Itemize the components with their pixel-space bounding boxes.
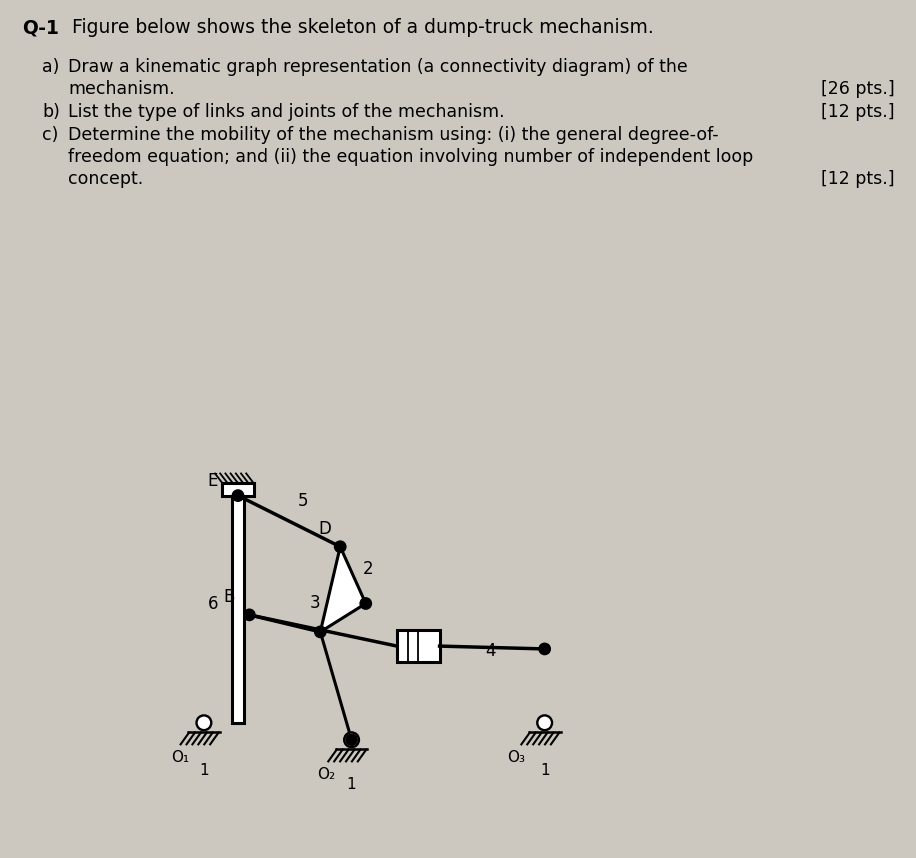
Text: O₃: O₃ [507,750,525,765]
Text: b): b) [42,103,60,121]
Text: Q-1: Q-1 [22,18,59,37]
Text: Draw a kinematic graph representation (a connectivity diagram) of the: Draw a kinematic graph representation (a… [68,58,688,76]
Text: O₂: O₂ [318,767,335,782]
Text: Determine the mobility of the mechanism using: (i) the general degree-of-: Determine the mobility of the mechanism … [68,126,719,144]
Circle shape [344,733,359,747]
Bar [397,631,440,662]
Text: freedom equation; and (ii) the equation involving number of independent loop: freedom equation; and (ii) the equation … [68,148,753,166]
Bar [223,483,254,496]
Text: 3: 3 [310,594,321,612]
Text: 1: 1 [347,776,356,792]
Text: [12 pts.]: [12 pts.] [822,170,895,188]
Text: 1: 1 [540,763,550,777]
Circle shape [346,734,357,746]
Text: D: D [319,520,332,538]
Text: O₁: O₁ [171,750,190,765]
Circle shape [233,490,244,501]
Circle shape [539,644,551,655]
Text: Figure below shows the skeleton of a dump-truck mechanism.: Figure below shows the skeleton of a dum… [72,18,654,37]
Text: c): c) [42,126,59,144]
Text: B: B [224,589,235,607]
Text: 5: 5 [298,492,308,510]
Text: a): a) [42,58,60,76]
Text: 6: 6 [208,595,218,613]
Circle shape [360,598,372,609]
Polygon shape [321,547,365,631]
Circle shape [244,609,255,620]
Text: [12 pts.]: [12 pts.] [822,103,895,121]
Bar [233,496,244,722]
Circle shape [334,541,346,553]
Text: E: E [208,472,218,490]
Circle shape [314,626,326,637]
Text: 2: 2 [363,560,374,578]
Circle shape [538,716,552,730]
Circle shape [197,716,212,730]
Text: concept.: concept. [68,170,143,188]
Text: [26 pts.]: [26 pts.] [822,80,895,98]
Text: 4: 4 [485,643,496,661]
Text: 1: 1 [199,763,209,777]
Text: List the type of links and joints of the mechanism.: List the type of links and joints of the… [68,103,505,121]
Text: mechanism.: mechanism. [68,80,175,98]
